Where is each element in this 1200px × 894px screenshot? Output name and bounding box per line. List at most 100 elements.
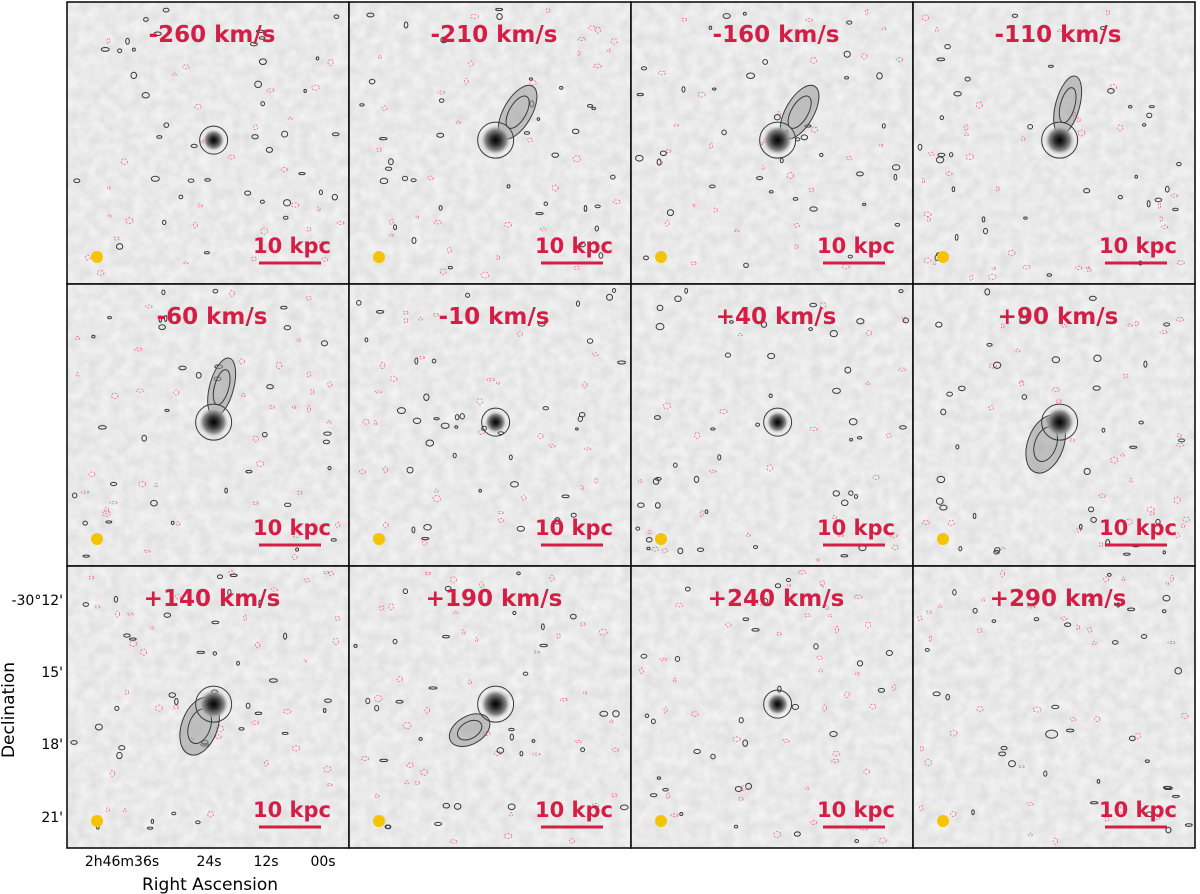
noise-contour bbox=[334, 615, 341, 621]
noise-contour bbox=[146, 826, 154, 830]
noise-contour bbox=[104, 506, 110, 515]
noise-contour bbox=[571, 128, 580, 135]
noise-contour bbox=[436, 132, 445, 138]
noise-contour bbox=[94, 605, 101, 609]
noise-contour bbox=[662, 402, 672, 410]
noise-contour bbox=[251, 720, 259, 726]
noise-contour bbox=[921, 14, 929, 21]
noise-contour bbox=[1028, 832, 1033, 837]
hi-emission bbox=[477, 84, 538, 159]
noise-contour bbox=[1174, 667, 1182, 675]
noise-contour bbox=[639, 667, 644, 675]
noise-contour bbox=[82, 554, 90, 558]
noise-contour bbox=[496, 381, 500, 385]
noise-contour bbox=[291, 553, 298, 561]
noise-contour bbox=[991, 266, 996, 270]
noise-contour bbox=[173, 389, 180, 396]
noise-contour bbox=[216, 725, 225, 733]
noise-contour bbox=[126, 612, 134, 616]
noise-contour bbox=[1127, 607, 1136, 612]
noise-contour bbox=[894, 222, 901, 227]
noise-contour bbox=[981, 216, 986, 223]
noise-contour bbox=[809, 206, 818, 212]
noise-contour bbox=[377, 54, 382, 60]
noise-contour bbox=[306, 226, 312, 232]
noise-contour bbox=[281, 130, 289, 138]
noise-contour bbox=[1052, 837, 1058, 845]
noise-contour bbox=[738, 796, 744, 801]
noise-contour bbox=[120, 158, 128, 165]
noise-contour bbox=[1023, 216, 1028, 220]
noise-contour bbox=[442, 802, 451, 809]
noise-contour bbox=[229, 573, 238, 578]
noise-contour bbox=[556, 632, 561, 639]
beam-marker bbox=[373, 251, 385, 263]
y-tick-label: 15' bbox=[41, 665, 63, 681]
noise-contour bbox=[1107, 572, 1112, 577]
noise-contour bbox=[1018, 380, 1025, 384]
noise-contour bbox=[434, 821, 443, 826]
noise-contour bbox=[440, 36, 448, 44]
noise-contour bbox=[992, 361, 1002, 369]
noise-contour bbox=[924, 648, 930, 652]
noise-contour bbox=[254, 711, 263, 716]
noise-contour bbox=[776, 631, 782, 636]
noise-contour bbox=[453, 803, 462, 810]
noise-contour bbox=[82, 520, 88, 526]
noise-contour bbox=[994, 547, 1001, 553]
noise-contour bbox=[975, 101, 983, 109]
noise-contour bbox=[384, 166, 393, 171]
noise-contour bbox=[433, 417, 440, 421]
noise-contour bbox=[403, 21, 409, 29]
channel-panel: +190 km/s 10 kpc bbox=[348, 565, 632, 849]
y-axis-label: Declination bbox=[0, 662, 19, 758]
noise-contour bbox=[609, 719, 614, 724]
noise-contour bbox=[529, 80, 537, 86]
noise-contour bbox=[1022, 264, 1031, 270]
noise-contour bbox=[389, 375, 398, 382]
noise-contour bbox=[921, 520, 930, 525]
channel-panel: -210 km/s 10 kpc bbox=[348, 1, 632, 285]
noise-contour bbox=[252, 501, 259, 505]
noise-contour bbox=[635, 526, 641, 531]
noise-contour bbox=[91, 334, 96, 339]
noise-contour bbox=[1129, 445, 1138, 449]
noise-contour bbox=[1109, 83, 1117, 91]
noise-contour bbox=[829, 329, 838, 338]
noise-contour bbox=[158, 324, 166, 330]
noise-contour bbox=[326, 783, 333, 787]
noise-contour bbox=[693, 748, 701, 755]
noise-contour bbox=[474, 636, 479, 643]
noise-contour bbox=[138, 480, 147, 488]
noise-contour bbox=[1027, 605, 1036, 609]
noise-contour bbox=[535, 212, 544, 216]
noise-contour bbox=[773, 830, 782, 839]
noise-contour bbox=[258, 58, 267, 65]
noise-contour bbox=[665, 148, 672, 154]
noise-contour bbox=[164, 408, 170, 412]
noise-contour bbox=[611, 793, 618, 798]
scale-bar-label: 10 kpc bbox=[535, 516, 613, 540]
noise-contour bbox=[362, 419, 370, 425]
noise-contour bbox=[1008, 760, 1016, 768]
noise-contour bbox=[503, 833, 513, 840]
noise-contour bbox=[318, 189, 323, 195]
noise-contour bbox=[158, 315, 163, 323]
channel-panel: +240 km/s 10 kpc bbox=[630, 565, 914, 849]
noise-contour bbox=[840, 499, 849, 507]
noise-contour bbox=[143, 549, 151, 553]
noise-contour bbox=[1085, 265, 1091, 270]
noise-contour bbox=[672, 462, 678, 468]
hi-emission bbox=[759, 84, 820, 159]
noise-contour bbox=[131, 47, 136, 52]
beam-marker bbox=[91, 251, 103, 263]
noise-contour bbox=[897, 367, 907, 372]
noise-contour bbox=[423, 393, 430, 401]
noise-contour bbox=[453, 610, 459, 614]
noise-contour bbox=[1157, 202, 1162, 210]
noise-contour bbox=[650, 718, 656, 725]
noise-contour bbox=[924, 759, 933, 767]
noise-contour bbox=[323, 431, 332, 436]
noise-contour bbox=[519, 751, 524, 757]
noise-contour bbox=[1176, 161, 1182, 167]
